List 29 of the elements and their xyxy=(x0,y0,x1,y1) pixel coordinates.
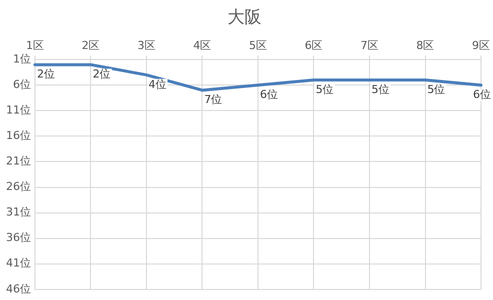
data-label: 6位 xyxy=(473,88,491,101)
data-label: 2位 xyxy=(36,68,55,81)
x-tick-label: 1区 xyxy=(26,38,44,52)
data-label: 5位 xyxy=(372,82,390,96)
y-tick-label: 31位 xyxy=(6,206,31,219)
data-label: 5位 xyxy=(427,82,446,96)
x-tick-label: 9区 xyxy=(472,38,490,52)
y-tick-label: 46位 xyxy=(6,282,31,296)
x-tick-label: 3区 xyxy=(138,38,156,52)
y-tick-label: 26位 xyxy=(6,180,31,194)
data-label: 5位 xyxy=(316,82,334,96)
data-label: 6位 xyxy=(260,88,278,101)
y-tick-label: 1位 xyxy=(12,52,31,66)
x-tick-label: 2区 xyxy=(82,38,100,52)
x-tick-label: 6区 xyxy=(304,38,323,52)
chart-title: 大阪 xyxy=(228,8,262,28)
y-tick-label: 36位 xyxy=(6,231,31,244)
data-label: 4位 xyxy=(148,78,166,91)
data-label: 7位 xyxy=(204,93,222,106)
y-tick-label: 21位 xyxy=(6,154,31,168)
x-tick-label: 4区 xyxy=(193,38,212,52)
y-tick-label: 6位 xyxy=(12,78,31,91)
y-tick-label: 41位 xyxy=(6,256,31,270)
x-tick-label: 8区 xyxy=(416,38,434,52)
x-tick-label: 7区 xyxy=(360,38,378,52)
y-tick-label: 16位 xyxy=(6,129,31,142)
y-tick-label: 11位 xyxy=(6,104,31,117)
x-tick-label: 5区 xyxy=(249,38,267,52)
data-label: 2位 xyxy=(92,68,111,81)
